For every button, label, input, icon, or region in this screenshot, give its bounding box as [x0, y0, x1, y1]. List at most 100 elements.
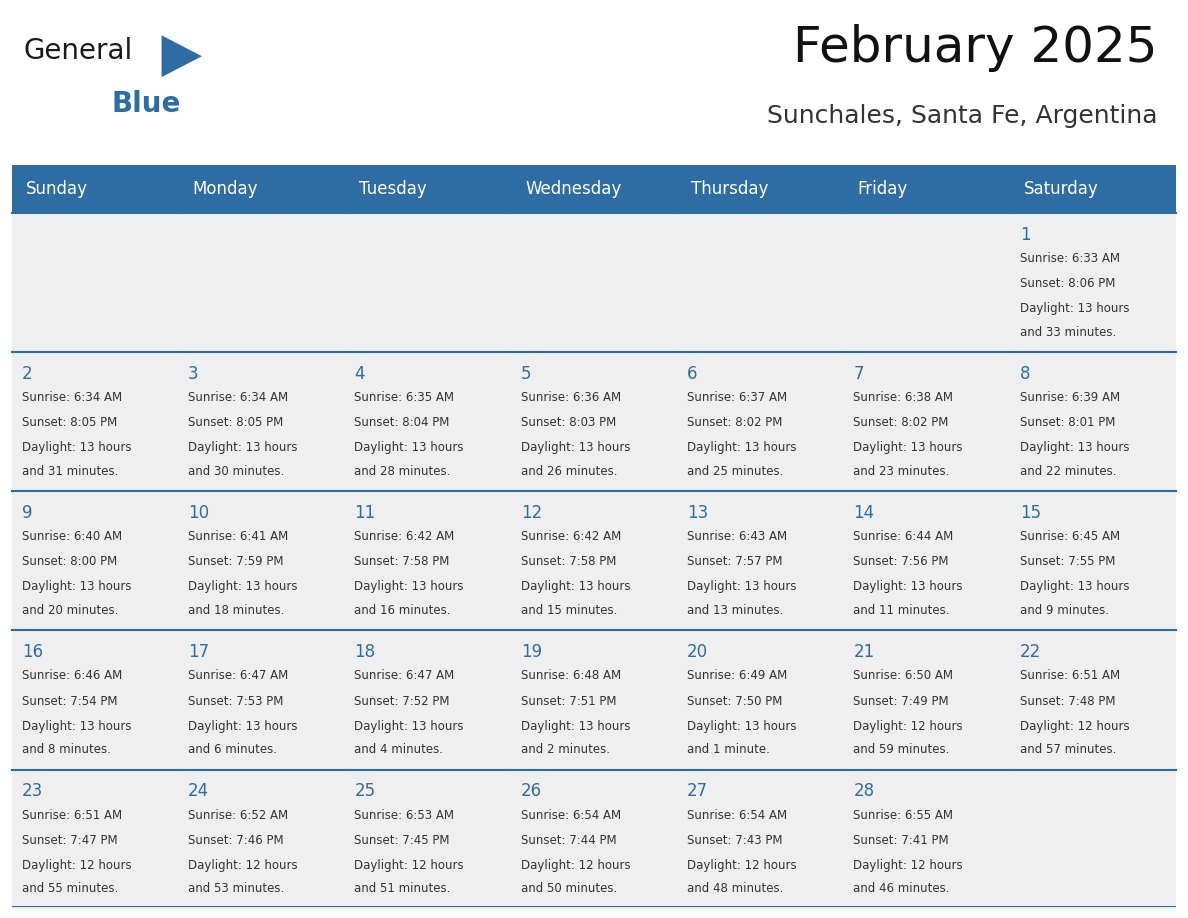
Text: Daylight: 13 hours: Daylight: 13 hours — [520, 580, 631, 593]
Text: and 33 minutes.: and 33 minutes. — [1019, 326, 1116, 339]
Text: Sunrise: 6:54 AM: Sunrise: 6:54 AM — [687, 809, 788, 822]
Text: Daylight: 12 hours: Daylight: 12 hours — [853, 720, 963, 733]
Text: Sunset: 7:41 PM: Sunset: 7:41 PM — [853, 834, 949, 846]
Text: Sunrise: 6:35 AM: Sunrise: 6:35 AM — [354, 391, 455, 404]
Text: 16: 16 — [21, 643, 43, 661]
Text: 28: 28 — [853, 782, 874, 800]
Text: Sunset: 7:58 PM: Sunset: 7:58 PM — [520, 555, 617, 568]
Text: and 15 minutes.: and 15 minutes. — [520, 604, 618, 617]
Text: 7: 7 — [853, 364, 864, 383]
Text: Sunrise: 6:39 AM: Sunrise: 6:39 AM — [1019, 391, 1120, 404]
Text: Sunrise: 6:42 AM: Sunrise: 6:42 AM — [520, 531, 621, 543]
Polygon shape — [162, 35, 202, 77]
Text: Daylight: 13 hours: Daylight: 13 hours — [21, 442, 132, 454]
Text: Blue: Blue — [112, 90, 181, 118]
Text: and 46 minutes.: and 46 minutes. — [853, 882, 950, 895]
Text: and 57 minutes.: and 57 minutes. — [1019, 744, 1117, 756]
Text: Daylight: 12 hours: Daylight: 12 hours — [1019, 720, 1130, 733]
Text: Daylight: 13 hours: Daylight: 13 hours — [1019, 580, 1130, 593]
Text: Sunset: 8:05 PM: Sunset: 8:05 PM — [21, 416, 118, 429]
Text: Sunset: 7:58 PM: Sunset: 7:58 PM — [354, 555, 450, 568]
Text: and 13 minutes.: and 13 minutes. — [687, 604, 784, 617]
Text: and 28 minutes.: and 28 minutes. — [354, 465, 451, 478]
Text: Daylight: 13 hours: Daylight: 13 hours — [520, 720, 631, 733]
Text: Sunrise: 6:34 AM: Sunrise: 6:34 AM — [188, 391, 289, 404]
Text: Sunrise: 6:42 AM: Sunrise: 6:42 AM — [354, 531, 455, 543]
Text: and 48 minutes.: and 48 minutes. — [687, 882, 784, 895]
Text: Daylight: 12 hours: Daylight: 12 hours — [354, 858, 465, 872]
Text: Sunrise: 6:34 AM: Sunrise: 6:34 AM — [21, 391, 122, 404]
Text: 5: 5 — [520, 364, 531, 383]
Text: Sunset: 8:02 PM: Sunset: 8:02 PM — [853, 416, 949, 429]
Text: and 18 minutes.: and 18 minutes. — [188, 604, 285, 617]
Text: and 1 minute.: and 1 minute. — [687, 744, 770, 756]
Text: Daylight: 13 hours: Daylight: 13 hours — [687, 720, 797, 733]
Text: Daylight: 13 hours: Daylight: 13 hours — [188, 580, 298, 593]
Text: Sunset: 8:04 PM: Sunset: 8:04 PM — [354, 416, 450, 429]
Text: 3: 3 — [188, 364, 198, 383]
Text: and 30 minutes.: and 30 minutes. — [188, 465, 284, 478]
Text: Daylight: 12 hours: Daylight: 12 hours — [853, 858, 963, 872]
Text: 13: 13 — [687, 504, 708, 521]
Text: Sunrise: 6:33 AM: Sunrise: 6:33 AM — [1019, 252, 1120, 265]
Text: 6: 6 — [687, 364, 697, 383]
Text: Daylight: 13 hours: Daylight: 13 hours — [520, 442, 631, 454]
Text: and 25 minutes.: and 25 minutes. — [687, 465, 784, 478]
Text: 17: 17 — [188, 643, 209, 661]
Text: Sunset: 7:46 PM: Sunset: 7:46 PM — [188, 834, 284, 846]
Text: Sunset: 7:56 PM: Sunset: 7:56 PM — [853, 555, 949, 568]
Text: Daylight: 13 hours: Daylight: 13 hours — [21, 720, 132, 733]
Text: Sunchales, Santa Fe, Argentina: Sunchales, Santa Fe, Argentina — [766, 104, 1157, 128]
Text: 15: 15 — [1019, 504, 1041, 521]
Text: and 16 minutes.: and 16 minutes. — [354, 604, 451, 617]
Text: and 23 minutes.: and 23 minutes. — [853, 465, 950, 478]
Text: Sunrise: 6:52 AM: Sunrise: 6:52 AM — [188, 809, 289, 822]
Text: 11: 11 — [354, 504, 375, 521]
Text: Sunset: 7:45 PM: Sunset: 7:45 PM — [354, 834, 450, 846]
Text: and 4 minutes.: and 4 minutes. — [354, 744, 443, 756]
Text: Sunset: 7:44 PM: Sunset: 7:44 PM — [520, 834, 617, 846]
Text: Sunrise: 6:38 AM: Sunrise: 6:38 AM — [853, 391, 954, 404]
Text: Sunrise: 6:50 AM: Sunrise: 6:50 AM — [853, 669, 954, 682]
Text: Daylight: 13 hours: Daylight: 13 hours — [21, 580, 132, 593]
Text: Sunset: 7:57 PM: Sunset: 7:57 PM — [687, 555, 783, 568]
Text: Sunset: 8:05 PM: Sunset: 8:05 PM — [188, 416, 284, 429]
Text: 2: 2 — [21, 364, 32, 383]
Text: 18: 18 — [354, 643, 375, 661]
Text: and 8 minutes.: and 8 minutes. — [21, 744, 110, 756]
Text: Sunset: 8:00 PM: Sunset: 8:00 PM — [21, 555, 118, 568]
Text: and 59 minutes.: and 59 minutes. — [853, 744, 950, 756]
Text: 19: 19 — [520, 643, 542, 661]
Text: and 55 minutes.: and 55 minutes. — [21, 882, 118, 895]
Text: Sunrise: 6:51 AM: Sunrise: 6:51 AM — [21, 809, 122, 822]
Text: Sunrise: 6:43 AM: Sunrise: 6:43 AM — [687, 531, 788, 543]
Text: Sunset: 8:03 PM: Sunset: 8:03 PM — [520, 416, 617, 429]
Text: Sunrise: 6:47 AM: Sunrise: 6:47 AM — [354, 669, 455, 682]
Text: and 53 minutes.: and 53 minutes. — [188, 882, 284, 895]
Text: Sunrise: 6:44 AM: Sunrise: 6:44 AM — [853, 531, 954, 543]
Text: 8: 8 — [1019, 364, 1030, 383]
Text: Sunset: 7:53 PM: Sunset: 7:53 PM — [188, 695, 284, 708]
Text: Sunrise: 6:36 AM: Sunrise: 6:36 AM — [520, 391, 621, 404]
Text: Sunday: Sunday — [26, 180, 88, 198]
Text: and 50 minutes.: and 50 minutes. — [520, 882, 617, 895]
Text: and 2 minutes.: and 2 minutes. — [520, 744, 609, 756]
Text: 27: 27 — [687, 782, 708, 800]
Text: and 6 minutes.: and 6 minutes. — [188, 744, 277, 756]
Text: Sunset: 7:48 PM: Sunset: 7:48 PM — [1019, 695, 1116, 708]
Text: Sunrise: 6:55 AM: Sunrise: 6:55 AM — [853, 809, 954, 822]
Text: Monday: Monday — [192, 180, 258, 198]
Text: Sunrise: 6:54 AM: Sunrise: 6:54 AM — [520, 809, 621, 822]
Text: Sunset: 7:52 PM: Sunset: 7:52 PM — [354, 695, 450, 708]
Text: 21: 21 — [853, 643, 874, 661]
Text: and 51 minutes.: and 51 minutes. — [354, 882, 451, 895]
Text: and 20 minutes.: and 20 minutes. — [21, 604, 119, 617]
Text: Sunset: 7:49 PM: Sunset: 7:49 PM — [853, 695, 949, 708]
Text: Daylight: 12 hours: Daylight: 12 hours — [520, 858, 631, 872]
Text: Sunset: 7:59 PM: Sunset: 7:59 PM — [188, 555, 284, 568]
Text: February 2025: February 2025 — [792, 24, 1157, 73]
Text: Tuesday: Tuesday — [359, 180, 426, 198]
Text: and 31 minutes.: and 31 minutes. — [21, 465, 119, 478]
Text: and 11 minutes.: and 11 minutes. — [853, 604, 950, 617]
Text: Saturday: Saturday — [1024, 180, 1099, 198]
